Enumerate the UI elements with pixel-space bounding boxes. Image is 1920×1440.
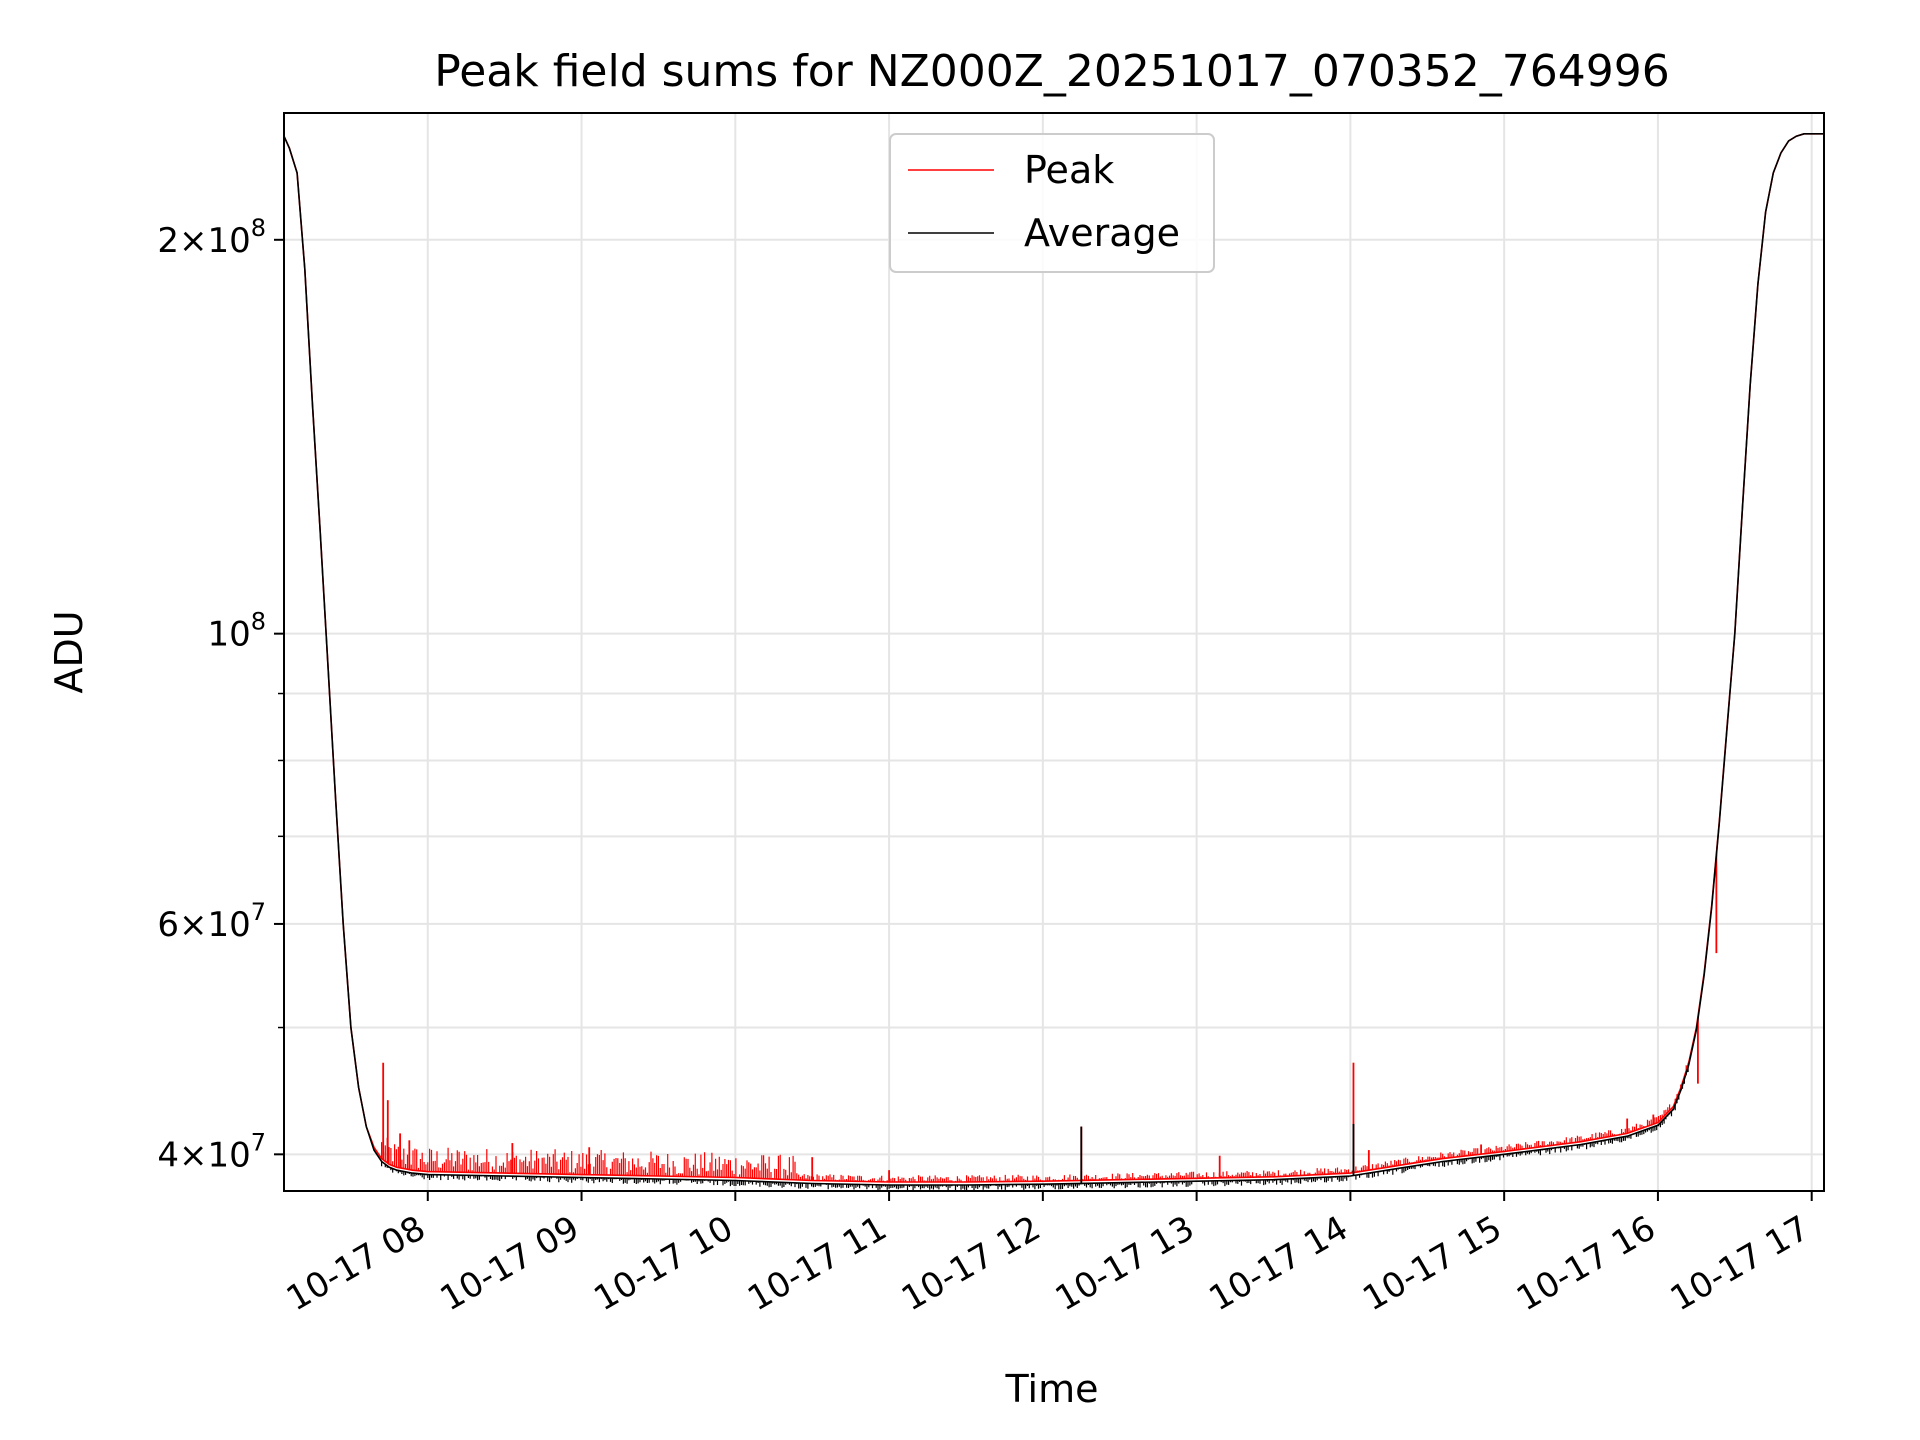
x-axis-label: Time [1005,1367,1099,1411]
series-average [283,133,1824,1191]
legend-label-average: Average [1024,211,1180,255]
series [283,133,1824,1191]
y-axis: 4×107 6×107 108 2×108 [157,214,284,1175]
y-axis-label: ADU [47,610,91,693]
plot-frame [283,112,1825,1192]
y-tick-label: 4×107 [157,1128,266,1175]
y-tick-label: 108 [207,608,266,655]
legend-label-peak: Peak [1024,148,1114,192]
series-line-average [283,133,1824,1186]
y-tick-label: 6×107 [157,898,266,945]
chart-title: Peak field sums for NZ000Z_20251017_0703… [434,46,1670,97]
y-tick-label: 2×108 [157,214,266,261]
legend: Peak Average [889,133,1215,273]
legend-box [889,133,1215,273]
